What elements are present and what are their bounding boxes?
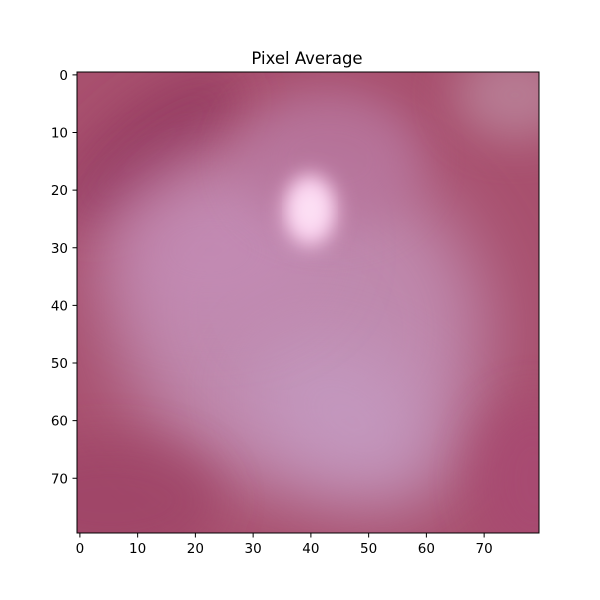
heatmap-dark-band — [77, 72, 240, 229]
heatmap-mid-left-region — [100, 180, 320, 320]
chart-title: Pixel Average — [251, 49, 362, 68]
x-tick-label: 30 — [245, 541, 262, 557]
heatmap-highlight-core — [296, 190, 324, 230]
heatmap-image — [77, 72, 539, 533]
y-tick-label: 70 — [51, 471, 68, 487]
heatmap-lower-light-region — [251, 334, 449, 506]
y-tick-label: 0 — [59, 68, 68, 84]
x-tick-label: 20 — [187, 541, 204, 557]
heatmap-bottom-right-dark — [475, 400, 539, 533]
y-tick-label: 10 — [51, 126, 68, 142]
x-tick-label: 70 — [476, 541, 493, 557]
x-tick-label: 60 — [418, 541, 435, 557]
y-tick-label: 20 — [51, 183, 68, 199]
heatmap-upper-middle — [240, 90, 420, 230]
heatmap-bottom-left-dark — [77, 440, 220, 533]
y-tick-label: 60 — [51, 414, 68, 430]
x-tick-label: 10 — [129, 541, 146, 557]
y-tick-label: 50 — [51, 356, 68, 372]
heatmap-top-right — [455, 72, 539, 140]
axes-frame — [76, 71, 540, 534]
x-tick-label: 50 — [360, 541, 377, 557]
x-tick-label: 40 — [302, 541, 319, 557]
x-tick-label: 0 — [76, 541, 85, 557]
y-tick-label: 30 — [51, 241, 68, 257]
x-axis: 0 10 20 30 40 50 60 70 — [76, 533, 493, 557]
y-tick-label: 40 — [51, 298, 68, 314]
y-axis: 0 10 20 30 40 50 60 70 — [51, 68, 77, 487]
